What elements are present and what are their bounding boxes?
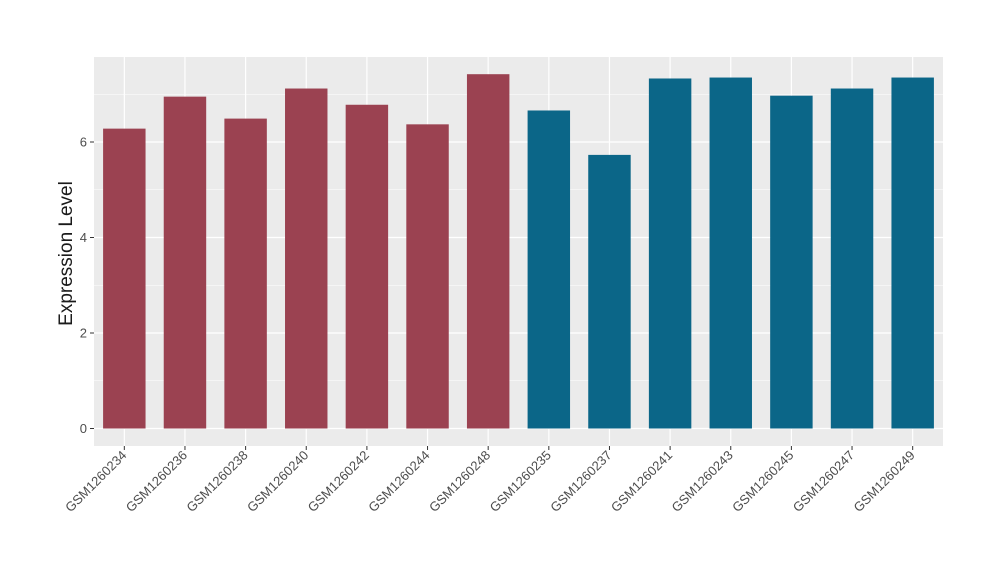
x-tick-label: GSM1260234: [62, 448, 129, 515]
bar: [163, 96, 207, 429]
plot-panel: [94, 57, 943, 446]
y-axis: 0 2 4 6: [80, 135, 94, 436]
y-axis-title: Expression Level: [56, 181, 77, 326]
bar: [466, 74, 510, 429]
x-tick-label: GSM1260240: [244, 448, 311, 515]
x-tick-label: GSM1260249: [850, 448, 917, 515]
bar: [709, 77, 752, 429]
bar: [891, 77, 934, 429]
bar: [285, 88, 328, 429]
x-tick-label: GSM1260238: [183, 448, 250, 515]
x-tick-label: GSM1260235: [487, 448, 554, 515]
x-tick-label: GSM1260244: [365, 448, 432, 515]
y-tick-label: 4: [80, 230, 87, 245]
x-tick-label: GSM1260243: [669, 448, 736, 515]
x-tick-label: GSM1260236: [123, 448, 190, 515]
bar: [527, 110, 571, 429]
y-tick-label: 2: [80, 326, 87, 341]
x-tick-label: GSM1260247: [790, 448, 857, 515]
x-axis: GSM1260234GSM1260236GSM1260238GSM1260240…: [62, 446, 918, 515]
x-tick-label: GSM1260241: [608, 448, 675, 515]
bar: [648, 78, 692, 429]
bar: [224, 118, 267, 429]
x-tick-label: GSM1260242: [305, 448, 372, 515]
y-tick-label: 0: [80, 421, 87, 436]
x-tick-label: GSM1260248: [426, 448, 493, 515]
y-tick-label: 6: [80, 135, 87, 150]
bar: [103, 128, 146, 429]
bar: [406, 124, 449, 429]
bar: [830, 88, 874, 429]
bar: [588, 154, 631, 429]
bar: [345, 104, 389, 429]
bars: [103, 74, 934, 429]
x-tick-label: GSM1260237: [547, 448, 614, 515]
bar: [770, 95, 813, 429]
x-tick-label: GSM1260245: [729, 448, 796, 515]
